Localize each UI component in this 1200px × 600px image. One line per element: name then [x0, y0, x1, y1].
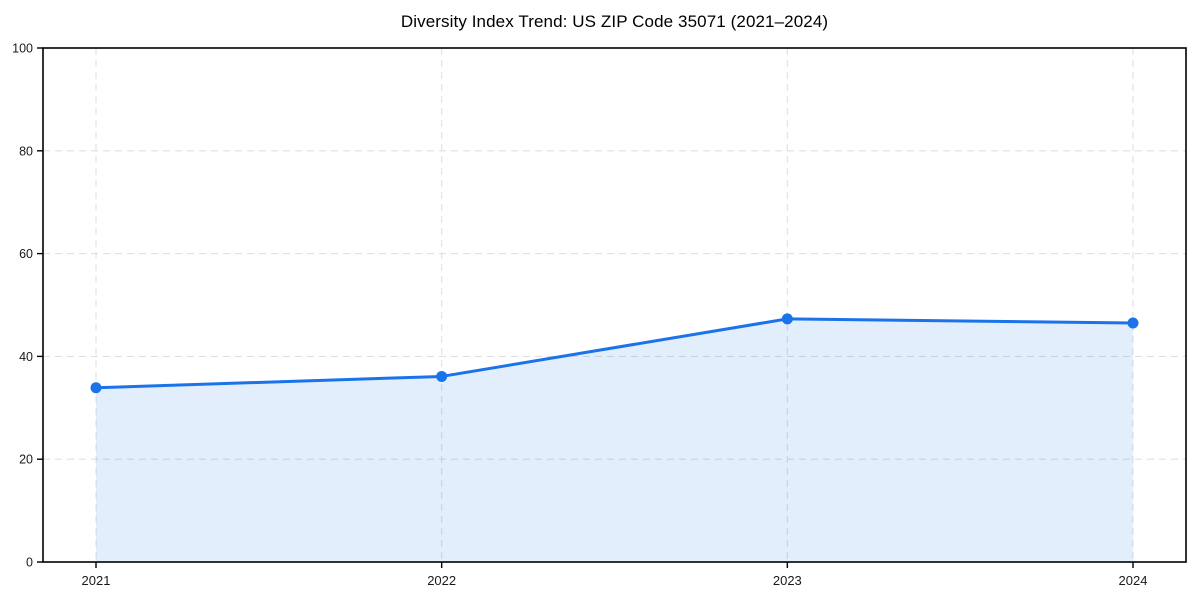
- y-tick-label: 40: [19, 350, 33, 364]
- y-tick-label: 80: [19, 144, 33, 158]
- chart-title: Diversity Index Trend: US ZIP Code 35071…: [400, 12, 829, 31]
- plot-border: [42, 47, 1187, 563]
- x-tick-label: 2021: [82, 573, 111, 588]
- data-point-2024: [1127, 317, 1139, 329]
- x-tick-label: 2022: [427, 573, 456, 588]
- data-point-2023: [781, 313, 793, 325]
- y-tick-label: 100: [12, 42, 33, 56]
- y-tick-label: 0: [26, 556, 33, 570]
- trend-line: [94, 317, 1135, 390]
- data-point-2021: [90, 382, 102, 394]
- area-fill: [96, 318, 1133, 562]
- y-tick-label: 60: [19, 247, 33, 261]
- x-tick-label: 2024: [1119, 573, 1148, 588]
- y-tick-label: 20: [19, 453, 33, 467]
- data-point-2022: [436, 370, 448, 382]
- x-tick-label: 2023: [773, 573, 802, 588]
